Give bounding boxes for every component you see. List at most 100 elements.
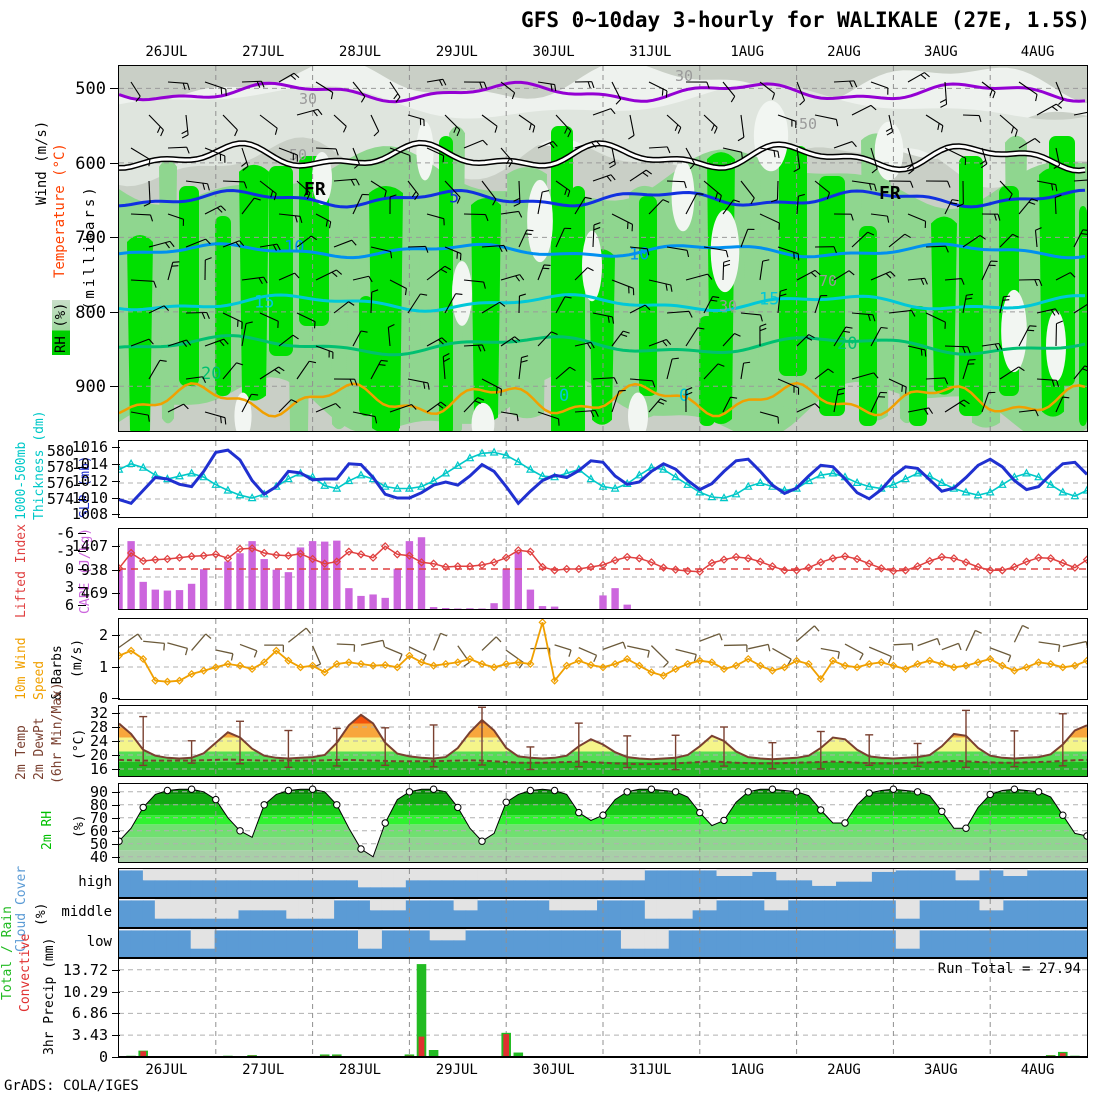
axis-tick-mark — [112, 856, 120, 858]
axis-tick: 580 — [46, 442, 74, 460]
page-title: GFS 0~10day 3-hourly for WALIKALE (27E, … — [521, 8, 1090, 32]
day-label-1aug: 1AUG — [730, 1062, 765, 1078]
day-label-30jul: 30JUL — [532, 1062, 575, 1078]
svg-text:50: 50 — [799, 115, 817, 133]
cloud-middle-panel[interactable] — [118, 898, 1088, 928]
day-label-31jul: 31JUL — [629, 44, 672, 60]
axis-tick: -3 — [55, 542, 74, 560]
axis-tick: 2 — [98, 626, 108, 644]
axis-tick-mark — [78, 587, 86, 588]
svg-text:50: 50 — [289, 146, 307, 164]
axis-tick: 3 — [64, 578, 74, 596]
axis-tick-mark — [112, 667, 120, 668]
axis-tick-mark — [112, 843, 120, 845]
day-label-3aug: 3AUG — [923, 1062, 958, 1078]
axis-tick: 578 — [46, 458, 74, 476]
axis-tick-mark — [112, 464, 120, 465]
axis-tick-mark — [112, 769, 120, 770]
axis-tick: 90 — [89, 782, 108, 801]
svg-text:0: 0 — [679, 386, 689, 406]
axis-tick-mark — [112, 804, 120, 806]
svg-text:0: 0 — [559, 386, 569, 406]
axis-tick-mark — [112, 1035, 120, 1037]
precip-total-label: Total / Rain — [0, 906, 15, 1000]
temp2m-label: 2m Temp — [14, 725, 29, 780]
upper-air-panel[interactable]: 5 10 10 15 15 20 20 0 0 30 50 30 70 50 30 FR FR — [118, 65, 1088, 432]
day-label-4aug: 4AUG — [1020, 1062, 1055, 1078]
cloud-row-middle-label: middle — [61, 904, 112, 920]
axis-tick: 1008 — [71, 505, 108, 523]
credit-label: GrADS: COLA/IGES — [4, 1078, 139, 1094]
svg-text:30: 30 — [675, 67, 693, 85]
day-label-28jul: 28JUL — [338, 1062, 382, 1078]
axis-tick-mark — [112, 791, 120, 793]
cloud-high-panel[interactable] — [118, 868, 1088, 898]
axis-tick: 1012 — [71, 472, 108, 490]
svg-text:10: 10 — [284, 237, 304, 257]
axis-tick: 600 — [75, 153, 106, 174]
axis-tick: 938 — [80, 561, 108, 579]
precip-panel[interactable]: Run Total = 27.94 — [118, 958, 1088, 1058]
axis-tick: 20 — [89, 746, 108, 764]
svg-text:FR: FR — [879, 183, 901, 204]
axis-tick-mark — [78, 467, 86, 468]
axis-tick: 3.43 — [71, 1026, 108, 1045]
day-label-27jul: 27JUL — [242, 44, 285, 60]
li-cape-panel[interactable] — [118, 528, 1088, 610]
svg-text:20: 20 — [201, 364, 221, 384]
day-label-1aug: 1AUG — [730, 44, 765, 60]
axis-tick-mark — [78, 551, 86, 552]
svg-text:70: 70 — [819, 272, 837, 290]
axis-tick-mark — [112, 830, 120, 832]
wind10m-panel[interactable] — [118, 618, 1088, 700]
axis-tick-mark — [78, 483, 86, 484]
svg-text:5: 5 — [449, 187, 459, 207]
axis-tick: 800 — [75, 302, 106, 323]
day-label-26jul: 26JUL — [145, 1062, 188, 1078]
axis-tick: 1010 — [71, 489, 108, 507]
temp2m-panel[interactable] — [118, 705, 1088, 777]
precip-convective-label: Convective — [18, 933, 33, 1012]
svg-text:FR: FR — [304, 179, 326, 200]
axis-tick-mark — [112, 713, 120, 714]
axis-tick: 0 — [98, 689, 108, 707]
axis-tick: 6 — [64, 596, 74, 614]
axis-tick: 574 — [46, 490, 74, 508]
axis-tick-mark — [112, 991, 120, 993]
day-label-4aug: 4AUG — [1020, 44, 1055, 60]
cloud-low-panel[interactable] — [118, 928, 1088, 958]
svg-text:30: 30 — [299, 90, 317, 108]
axis-tick: 32 — [89, 704, 108, 722]
axis-tick: 900 — [75, 377, 106, 398]
cloud-row-low-label: low — [86, 934, 112, 950]
axis-tick-mark — [110, 88, 118, 90]
axis-tick-mark — [78, 533, 86, 534]
axis-tick: 0 — [64, 560, 74, 578]
axis-tick-mark — [112, 1013, 120, 1015]
axis-tick: 24 — [89, 732, 108, 750]
slp-thickness-panel[interactable] — [118, 440, 1088, 518]
svg-text:30: 30 — [719, 297, 737, 315]
axis-tick-mark — [112, 727, 120, 728]
svg-text:15: 15 — [759, 289, 779, 309]
svg-text:20: 20 — [837, 334, 857, 354]
axis-tick-mark — [112, 447, 120, 448]
axis-tick: 16 — [89, 760, 108, 778]
axis-tick-mark — [112, 514, 120, 515]
axis-tick: 80 — [89, 795, 108, 814]
svg-text:10: 10 — [629, 245, 649, 265]
wind10m-label: 10m Wind — [14, 637, 29, 700]
axis-tick-mark — [112, 635, 120, 636]
axis-tick: 10.29 — [62, 982, 108, 1001]
day-label-2aug: 2AUG — [827, 1062, 861, 1078]
axis-tick-mark — [112, 969, 120, 971]
axis-tick: 500 — [75, 79, 106, 100]
day-label-30jul: 30JUL — [532, 44, 575, 60]
day-label-29jul: 29JUL — [435, 1062, 478, 1078]
axis-tick: 40 — [89, 847, 108, 866]
axis-tick-mark — [110, 162, 118, 164]
axis-tick: 1407 — [71, 537, 108, 555]
axis-tick: 1 — [98, 658, 108, 676]
axis-tick-mark — [78, 499, 86, 500]
rh2m-panel[interactable] — [118, 783, 1088, 863]
